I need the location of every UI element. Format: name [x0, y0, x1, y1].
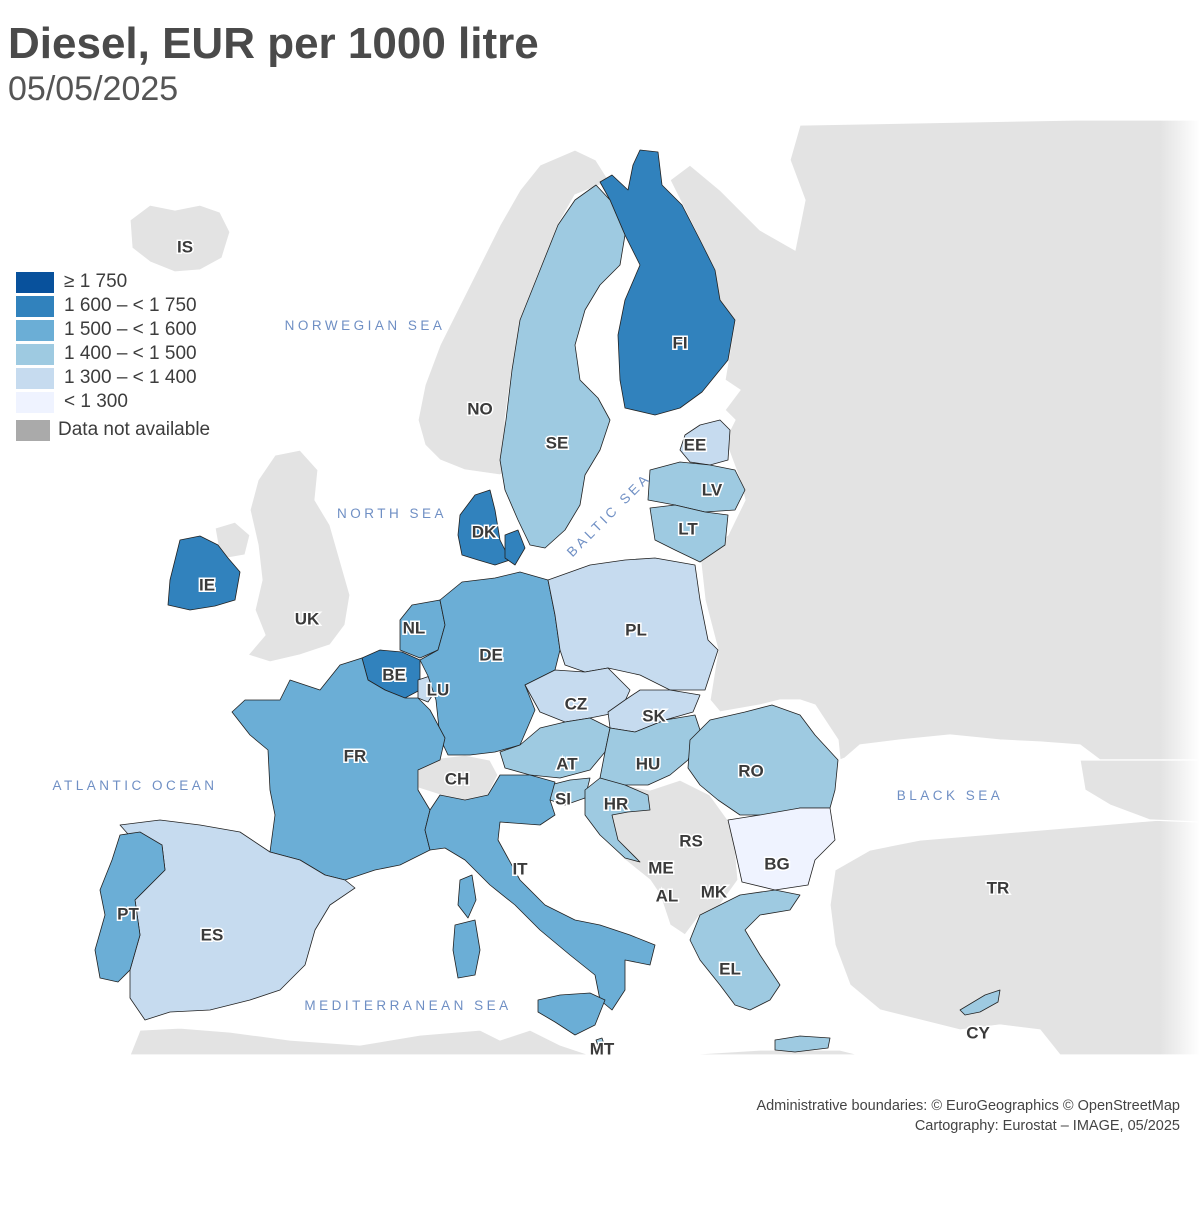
country-EL [689, 889, 801, 1011]
legend-item: < 1 300 [16, 390, 210, 414]
country-HR [584, 777, 651, 863]
label-BE: BE [382, 665, 406, 684]
legend-swatch [16, 271, 54, 293]
legend-label: 1 300 – < 1 400 [64, 367, 197, 388]
country-IT-sardinia [452, 919, 481, 979]
label-HR: HR [604, 794, 629, 813]
country-PT [94, 831, 166, 983]
label-EL: EL [719, 959, 741, 978]
sea-norwegian: NORWEGIAN SEA [285, 318, 446, 333]
label-RS: RS [679, 831, 703, 850]
label-FR: FR [344, 746, 367, 765]
label-PL: PL [625, 620, 647, 639]
label-LT: LT [678, 519, 698, 538]
country-FI [599, 149, 736, 416]
country-BG [727, 807, 836, 891]
map-title: Diesel, EUR per 1000 litre [8, 19, 539, 68]
country-AT [499, 717, 611, 779]
label-LV: LV [702, 480, 723, 499]
legend-item-na: Data not available [16, 418, 210, 442]
legend-label: < 1 300 [64, 391, 128, 412]
country-FR-corsica [457, 874, 477, 919]
label-IT: IT [512, 859, 528, 878]
label-AL: AL [656, 886, 679, 905]
edge-fade [1160, 115, 1200, 1060]
label-SI: SI [555, 789, 571, 808]
legend-item: 1 400 – < 1 500 [16, 342, 210, 366]
country-DK-islands [504, 529, 526, 566]
label-TR: TR [987, 878, 1010, 897]
label-ME: ME [648, 858, 674, 877]
legend: ≥ 1 750 1 600 – < 1 750 1 500 – < 1 600 … [16, 270, 210, 442]
legend-swatch [16, 367, 54, 389]
country-IT [424, 774, 656, 1011]
legend-swatch [16, 295, 54, 317]
country-IT-sicily [537, 992, 606, 1036]
credits-boundaries: Administrative boundaries: © EuroGeograp… [756, 1098, 1180, 1114]
label-BG: BG [764, 854, 790, 873]
sea-black: BLACK SEA [897, 788, 1004, 803]
label-CH: CH [445, 769, 470, 788]
label-IS: IS [177, 237, 193, 256]
country-SE [499, 184, 626, 549]
country-labels: IS NO FI SE EE LV LT DK IE UK NL DE PL B… [116, 236, 1011, 1060]
country-RO [687, 704, 839, 816]
country-PL [547, 557, 719, 691]
credits: Administrative boundaries: © EuroGeograp… [756, 1096, 1180, 1136]
legend-label: ≥ 1 750 [64, 271, 128, 292]
legend-swatch [16, 391, 54, 413]
label-NO: NO [467, 399, 493, 418]
legend-swatch-na [16, 419, 50, 441]
country-EL-crete [774, 1035, 831, 1053]
country-EE [679, 419, 731, 466]
label-NL: NL [403, 618, 426, 637]
background-land [129, 119, 1200, 1056]
legend-label: 1 400 – < 1 500 [64, 343, 197, 364]
label-SE: SE [546, 433, 569, 452]
legend-swatch [16, 319, 54, 341]
legend-item: 1 600 – < 1 750 [16, 294, 210, 318]
credits-cartography: Cartography: Eurostat – IMAGE, 05/2025 [914, 1118, 1180, 1134]
label-EE: EE [684, 435, 707, 454]
label-AT: AT [556, 754, 578, 773]
label-ES: ES [201, 925, 224, 944]
sea-north: NORTH SEA [337, 506, 447, 521]
legend-item: 1 300 – < 1 400 [16, 366, 210, 390]
label-DK: DK [472, 522, 497, 541]
label-HU: HU [636, 754, 661, 773]
label-CZ: CZ [565, 694, 588, 713]
label-LU: LU [427, 680, 450, 699]
legend-label: 1 600 – < 1 750 [64, 295, 197, 316]
label-MK: MK [701, 882, 728, 901]
country-LT [649, 504, 729, 563]
legend-item: ≥ 1 750 [16, 270, 210, 294]
label-MT: MT [590, 1039, 615, 1058]
sea-mediterranean: MEDITERRANEAN SEA [304, 998, 511, 1013]
map-subtitle-date: 05/05/2025 [8, 70, 179, 108]
label-PT: PT [117, 904, 139, 923]
sea-atlantic: ATLANTIC OCEAN [52, 778, 217, 793]
label-SK: SK [642, 706, 666, 725]
legend-swatch [16, 343, 54, 365]
label-RO: RO [738, 761, 764, 780]
country-LV [647, 461, 746, 513]
label-FI: FI [672, 333, 687, 352]
country-CY [959, 989, 1001, 1016]
label-IE: IE [199, 575, 215, 594]
country-MT [595, 1037, 605, 1047]
legend-label-na: Data not available [58, 419, 211, 440]
label-UK: UK [295, 609, 320, 628]
legend-label: 1 500 – < 1 600 [64, 319, 197, 340]
label-DE: DE [479, 645, 503, 664]
label-CY: CY [966, 1023, 990, 1042]
country-FR [231, 657, 446, 881]
legend-item: 1 500 – < 1 600 [16, 318, 210, 342]
eu-countries [94, 149, 1001, 1053]
country-IE [167, 535, 241, 611]
